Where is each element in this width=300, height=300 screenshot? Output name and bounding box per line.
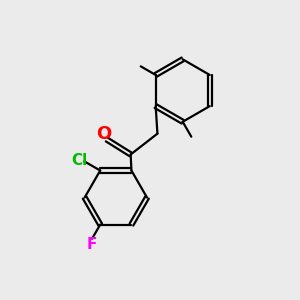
Text: Cl: Cl <box>71 153 87 168</box>
Text: F: F <box>86 237 97 252</box>
Text: O: O <box>96 125 112 143</box>
